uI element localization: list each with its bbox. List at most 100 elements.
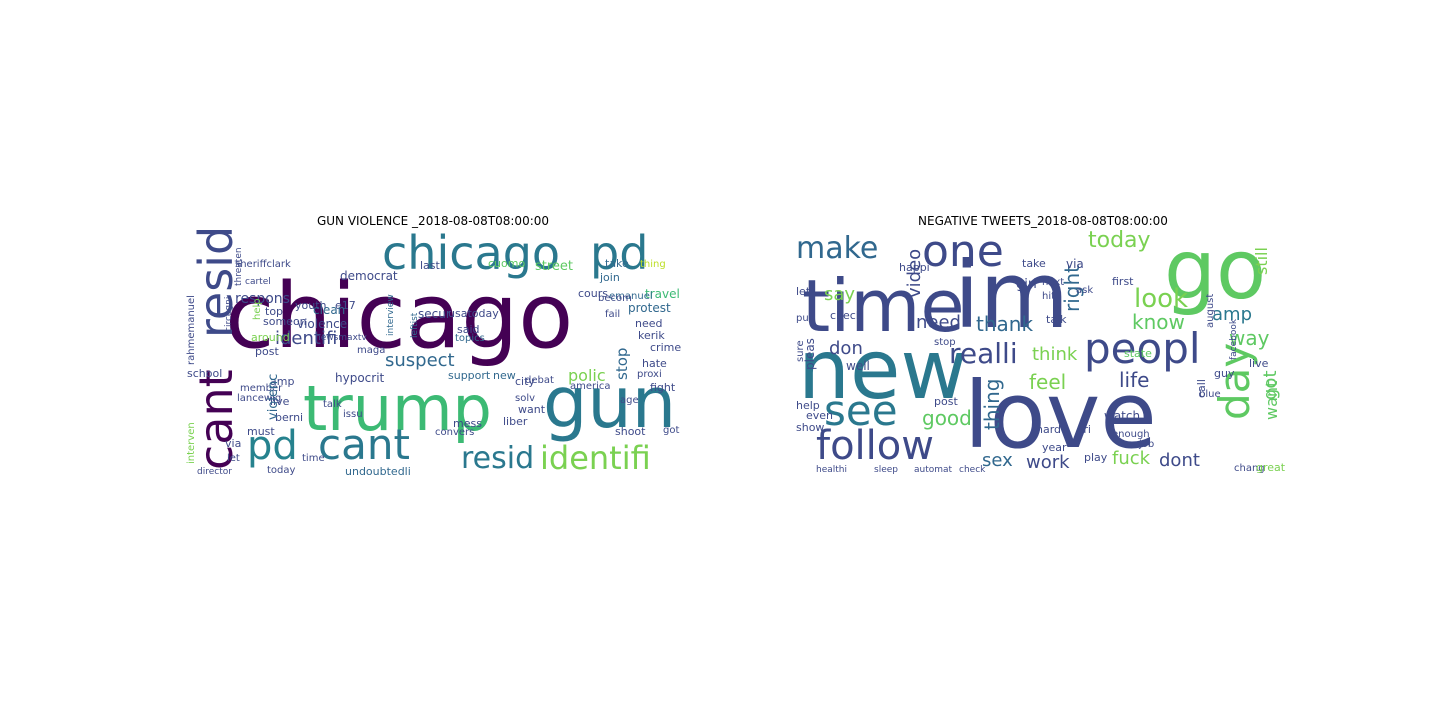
cloud-word: interven (186, 422, 197, 464)
cloud-word: secur (418, 307, 451, 321)
cloud-word: let (796, 285, 811, 298)
cloud-word: mess (453, 417, 482, 430)
cloud-word: kerik (638, 329, 665, 342)
cloud-word: fight (650, 381, 676, 394)
cloud-word: join (600, 271, 620, 284)
cloud-word: stop (934, 337, 956, 348)
cloud-word: need (635, 317, 663, 330)
cloud-word: tri (1079, 423, 1091, 436)
cloud-word: help (252, 298, 263, 320)
cloud-word: make (796, 231, 879, 266)
cloud-word: resid (461, 441, 535, 476)
cloud-word: healthi (816, 465, 847, 475)
panel-1-title: NEGATIVE TWEETS_2018-08-08T08:00:00 (918, 214, 1168, 228)
cloud-word: ask (1076, 285, 1094, 296)
cloud-word: know (1132, 310, 1185, 334)
cloud-word: say (824, 284, 856, 305)
cloud-word: even (806, 409, 834, 422)
cloud-word: talk (323, 399, 342, 410)
cloud-word: next (1042, 277, 1065, 288)
cloud-word: happi (899, 261, 930, 274)
cloud-word: feel (1029, 370, 1067, 394)
cloud-word: today (267, 465, 296, 476)
cloud-word: polic (568, 366, 606, 385)
cloud-word: america (570, 381, 611, 392)
cloud-word: violenc (266, 373, 281, 420)
cloud-word: age (620, 395, 639, 406)
cloud-word: way (1229, 326, 1270, 350)
cloud-word: thank (976, 312, 1034, 336)
cloud-word: chang (1234, 463, 1265, 474)
cloud-word: school (187, 367, 223, 380)
cloud-word: clean (313, 303, 346, 317)
cloud-word: hard (1036, 423, 1062, 436)
cloud-word: circogni (224, 296, 234, 332)
cloud-word: last (420, 259, 440, 272)
cloud-word: chicago (225, 264, 574, 369)
cloud-word: cours (578, 287, 609, 300)
cloud-word: follow (816, 423, 934, 469)
cloud-word: democrat (340, 269, 398, 283)
cloud-word: liber (503, 415, 528, 428)
cloud-word: take (605, 257, 629, 270)
cloud-word: guy (1214, 367, 1235, 380)
cloud-word: travel (645, 287, 680, 301)
cloud-word: proxi (637, 369, 662, 380)
cloud-word: show (796, 421, 825, 434)
cloud-word: state (1124, 347, 1152, 360)
cloud-word: via (225, 437, 242, 450)
cloud-word: cant (318, 420, 410, 469)
cloud-word: newsmaxtv (315, 333, 367, 343)
cloud-word: play (1084, 451, 1108, 464)
cloud-word: youth (295, 299, 327, 312)
cloud-word: cuomo (488, 257, 526, 270)
cloud-word: amp (1212, 304, 1252, 325)
cloud-word: go (1164, 230, 1267, 318)
cloud-word: suspect (385, 350, 455, 371)
cloud-word: live (1249, 357, 1269, 370)
cloud-word: want (518, 403, 546, 416)
cloud-word: said (457, 323, 480, 336)
cloud-word: post (934, 395, 958, 408)
cloud-word: help (796, 399, 820, 412)
cloud-word: don (829, 338, 863, 359)
cloud-word: life (1119, 368, 1150, 392)
cloud-word: stop (613, 347, 631, 380)
cloud-word: new (798, 323, 968, 418)
cloud-word: support (448, 369, 491, 382)
cloud-word: year (1042, 441, 1067, 454)
cloud-word: director (197, 467, 232, 477)
cloud-word: hypocrit (335, 371, 385, 385)
cloud-word: pd (590, 230, 649, 280)
cloud-word: identifi (275, 328, 338, 349)
word-cloud-negative-tweets: time im go new love one make peopl day see follow r… (794, 230, 1294, 480)
cloud-word: time (802, 264, 965, 348)
cloud-word: live (270, 395, 290, 408)
cloud-word: member (240, 383, 283, 394)
cloud-word: street (535, 259, 574, 274)
cloud-word: fail (605, 309, 621, 320)
cloud-word: enough (1112, 429, 1150, 440)
cloud-word: need (916, 312, 961, 333)
cloud-word: work (1026, 452, 1070, 473)
cloud-word: berni (275, 411, 304, 424)
cloud-word: lancewig (237, 393, 282, 404)
cloud-word: leftist (410, 312, 420, 338)
cloud-word: thing (980, 378, 1004, 430)
cloud-word: cartel (245, 277, 271, 287)
cloud-word: emanuel (609, 291, 653, 302)
cloud-word: check (830, 309, 863, 322)
cloud-word: let (227, 453, 240, 464)
cloud-word: interview (386, 294, 396, 336)
cloud-word: solv (515, 393, 536, 404)
cloud-word: around (251, 331, 290, 344)
cloud-word: post (255, 345, 279, 358)
cloud-word: city (515, 375, 535, 388)
cloud-word: undoubtedli (345, 465, 411, 478)
cloud-word: talk (1046, 313, 1067, 326)
cloud-word: gun (543, 362, 677, 444)
cloud-word: must (247, 425, 275, 438)
cloud-word: issu (343, 409, 363, 420)
cloud-word: hate (642, 357, 667, 370)
cloud-word: got (663, 425, 680, 436)
